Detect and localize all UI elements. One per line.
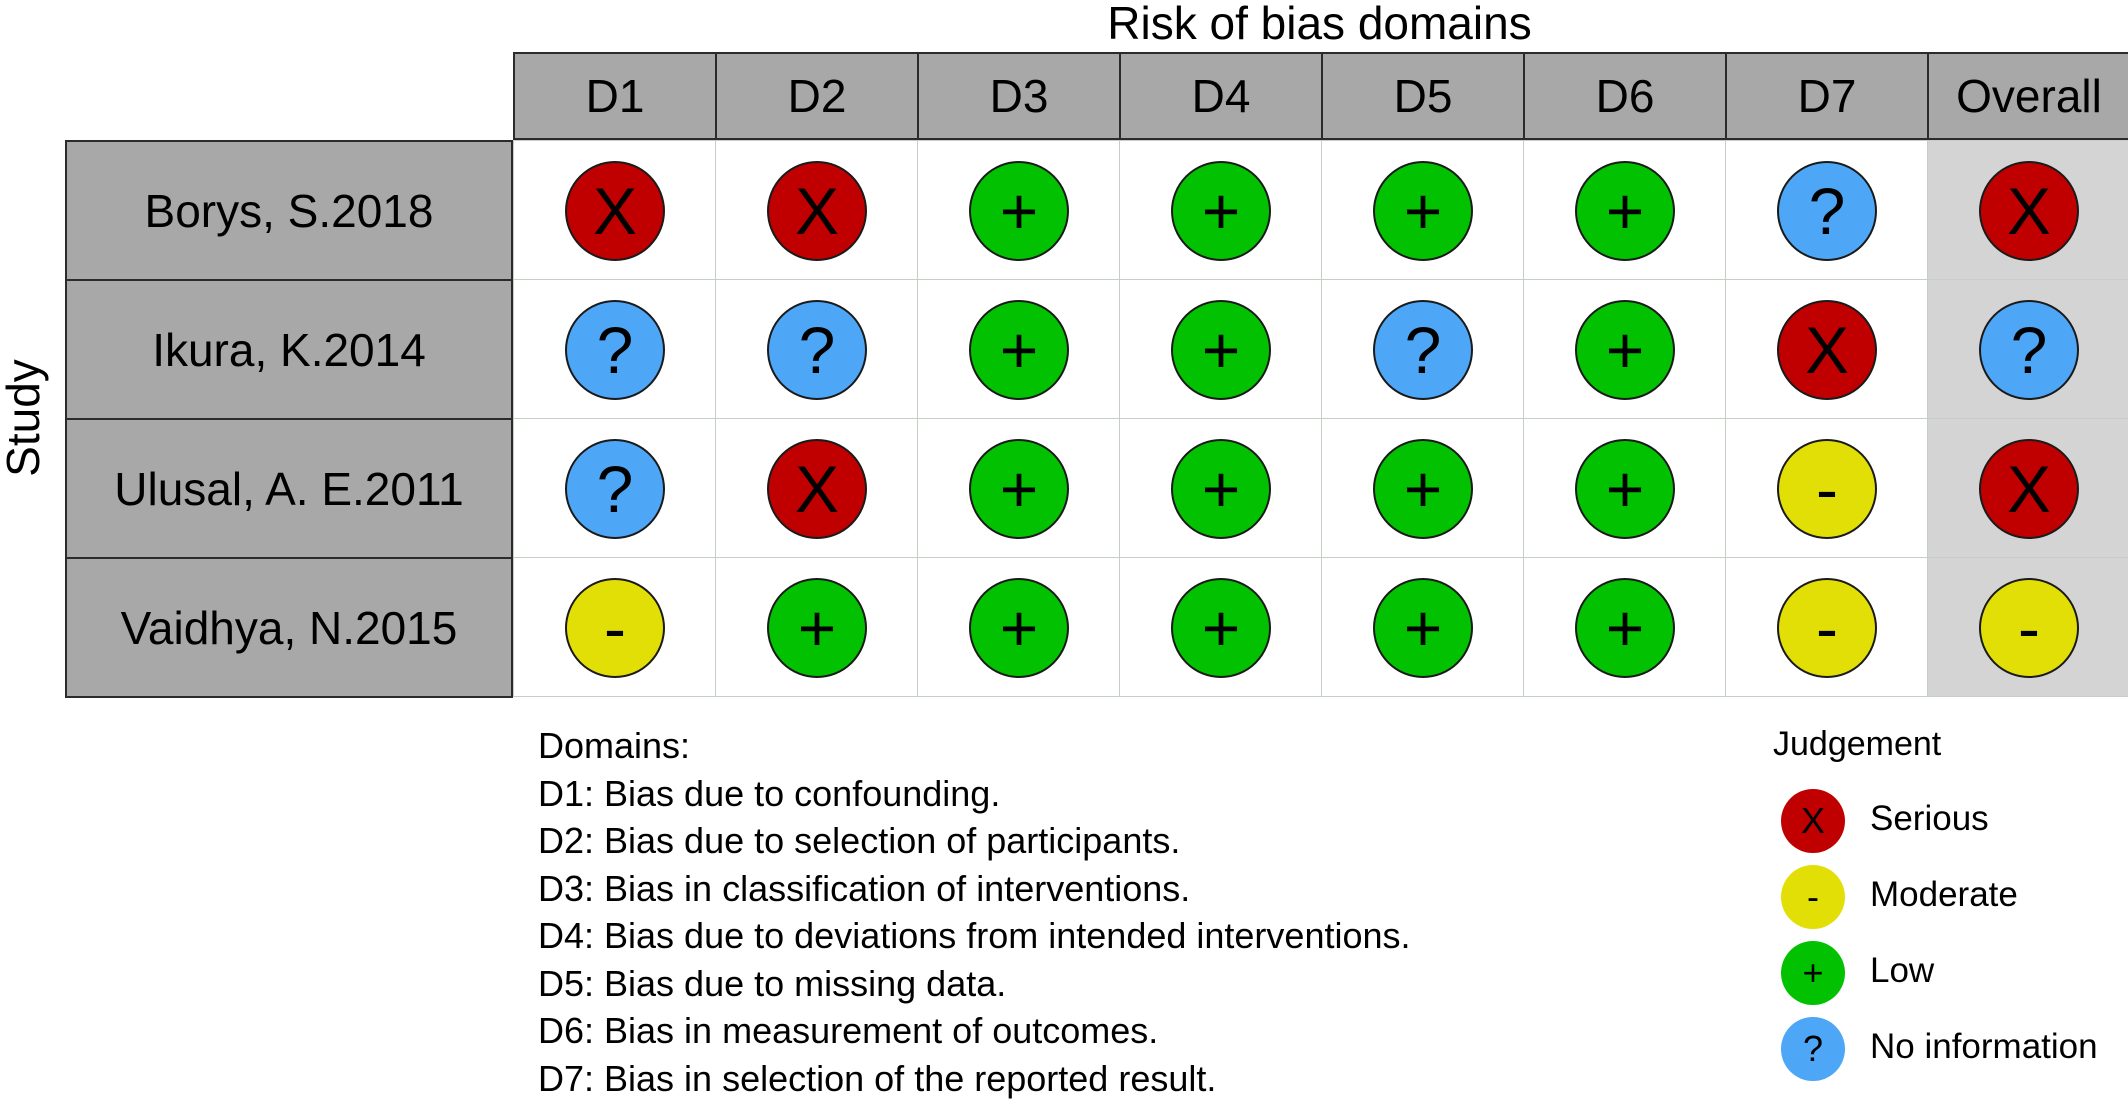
judgement-marker-no-information: ? — [1777, 161, 1877, 261]
judgement-marker-no-information: ? — [1979, 300, 2079, 400]
y-axis-label: Study — [0, 359, 46, 477]
judgement-marker-low: + — [969, 300, 1069, 400]
study-label: Ikura, K.2014 — [65, 279, 513, 420]
domain-description-line: D1: Bias due to confounding. — [538, 770, 1411, 818]
judgement-marker-low: + — [1575, 578, 1675, 678]
judgement-marker-low: + — [969, 578, 1069, 678]
legend-title: Judgement — [1773, 725, 1941, 764]
judgement-marker-low: + — [1575, 300, 1675, 400]
judgement-marker-low: + — [1171, 578, 1271, 678]
legend-label-serious: Serious — [1870, 799, 1989, 839]
chart-title: Risk of bias domains — [512, 0, 2127, 46]
legend-marker-low: + — [1781, 941, 1845, 1005]
judgement-marker-moderate: - — [565, 578, 665, 678]
judgement-marker-serious: X — [565, 161, 665, 261]
judgement-marker-no-information: ? — [1373, 300, 1473, 400]
legend-label-no-information: No information — [1870, 1027, 2098, 1067]
column-header-d5: D5 — [1321, 52, 1525, 140]
domain-description-line: D7: Bias in selection of the reported re… — [538, 1055, 1411, 1102]
judgement-marker-low: + — [1171, 300, 1271, 400]
column-header-d1: D1 — [513, 52, 717, 140]
judgement-marker-serious: X — [1979, 161, 2079, 261]
judgement-marker-low: + — [1373, 578, 1473, 678]
judgement-marker-moderate: - — [1979, 578, 2079, 678]
column-header-d4: D4 — [1119, 52, 1323, 140]
study-label: Ulusal, A. E.2011 — [65, 418, 513, 559]
legend-marker-moderate: - — [1781, 865, 1845, 929]
domain-description-line: D5: Bias due to missing data. — [538, 960, 1411, 1008]
study-label: Borys, S.2018 — [65, 140, 513, 281]
judgement-marker-moderate: - — [1777, 439, 1877, 539]
judgement-marker-no-information: ? — [767, 300, 867, 400]
column-header-d7: D7 — [1725, 52, 1929, 140]
domain-description-line: D6: Bias in measurement of outcomes. — [538, 1007, 1411, 1055]
judgement-marker-serious: X — [1777, 300, 1877, 400]
domain-description-line: D2: Bias due to selection of participant… — [538, 817, 1411, 865]
judgement-marker-no-information: ? — [565, 439, 665, 539]
domains-description: Domains: D1: Bias due to confounding.D2:… — [538, 722, 1411, 1102]
column-header-overall: Overall — [1927, 52, 2128, 140]
domain-description-line: D3: Bias in classification of interventi… — [538, 865, 1411, 913]
judgement-marker-low: + — [969, 161, 1069, 261]
judgement-marker-low: + — [969, 439, 1069, 539]
judgement-marker-low: + — [1171, 439, 1271, 539]
judgement-marker-low: + — [1171, 161, 1271, 261]
column-header-d2: D2 — [715, 52, 919, 140]
column-header-d6: D6 — [1523, 52, 1727, 140]
study-label: Vaidhya, N.2015 — [65, 557, 513, 698]
judgement-marker-no-information: ? — [565, 300, 665, 400]
judgement-marker-serious: X — [767, 439, 867, 539]
column-header-d3: D3 — [917, 52, 1121, 140]
judgement-marker-serious: X — [767, 161, 867, 261]
judgement-marker-low: + — [1575, 439, 1675, 539]
domain-description-line: D4: Bias due to deviations from intended… — [538, 912, 1411, 960]
judgement-marker-moderate: - — [1777, 578, 1877, 678]
judgement-marker-serious: X — [1979, 439, 2079, 539]
legend-label-moderate: Moderate — [1870, 875, 2018, 915]
legend-marker-serious: X — [1781, 789, 1845, 853]
judgement-marker-low: + — [1373, 439, 1473, 539]
domains-heading: Domains: — [538, 722, 1411, 770]
judgement-marker-low: + — [1373, 161, 1473, 261]
legend-label-low: Low — [1870, 951, 1934, 991]
domain-list: D1: Bias due to confounding.D2: Bias due… — [538, 770, 1411, 1102]
judgement-marker-low: + — [767, 578, 867, 678]
legend-marker-no-information: ? — [1781, 1017, 1845, 1081]
judgement-marker-low: + — [1575, 161, 1675, 261]
